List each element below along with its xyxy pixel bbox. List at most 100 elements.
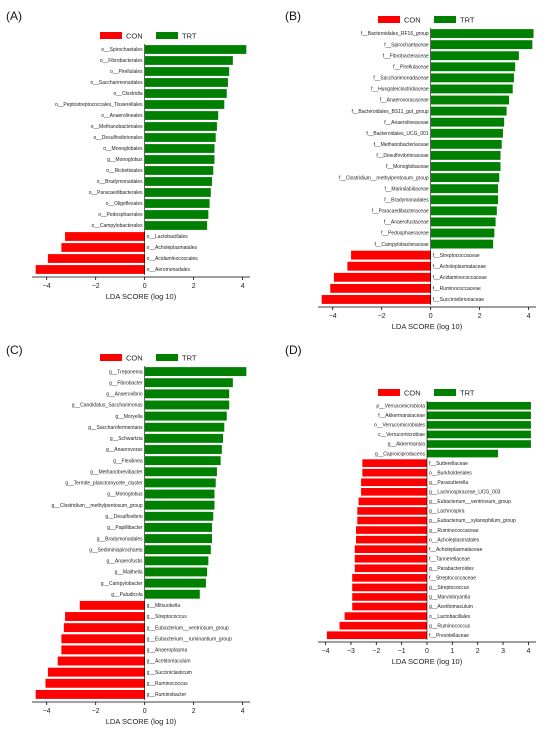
bar xyxy=(35,265,145,274)
bar xyxy=(358,497,427,506)
bar-label: g__Ruminobacter xyxy=(147,692,187,698)
x-tick-label: 4 xyxy=(241,708,245,715)
bar xyxy=(356,535,427,544)
bar xyxy=(352,602,427,611)
bar xyxy=(144,45,247,54)
bar-label: o__Pirellulales xyxy=(110,69,143,75)
bar xyxy=(321,295,431,304)
bar xyxy=(347,261,431,271)
x-tick-label: −4 xyxy=(329,313,337,320)
bar xyxy=(430,73,514,83)
bar xyxy=(57,656,145,666)
bar xyxy=(144,155,215,164)
bar xyxy=(144,89,227,98)
bar xyxy=(61,645,145,655)
bar xyxy=(430,173,500,183)
bar-label: f__Marinilabiliaceae xyxy=(384,186,428,192)
bar xyxy=(427,411,531,420)
bar xyxy=(65,232,145,241)
bar-label: g__Ruminococcaceae xyxy=(429,528,479,534)
bar xyxy=(356,526,427,534)
legend-label-con: CON xyxy=(126,354,143,363)
bar-label: f__Streptococcaceae xyxy=(429,576,476,582)
panel-letter: (B) xyxy=(285,9,301,23)
bar-label: p__Verrucomicrobiota xyxy=(376,403,425,409)
bar xyxy=(144,188,211,197)
x-tick-label: 4 xyxy=(527,313,531,320)
bar xyxy=(144,389,230,399)
bar-label: o__Bradymonadales xyxy=(97,179,143,185)
bar xyxy=(352,593,427,601)
bar xyxy=(144,422,225,432)
bar-label: g__Parabacteroides xyxy=(429,566,474,572)
bar xyxy=(144,199,210,208)
bar-label: g__Mailhella xyxy=(115,570,143,576)
x-tick-label: −2 xyxy=(92,283,100,290)
bar xyxy=(430,95,510,105)
bar-label: f__Acidaminococcaceae xyxy=(433,275,487,281)
bar-label: g__Anaeroplasma xyxy=(147,648,188,654)
bar-label: o__Acidaminococcales xyxy=(147,256,199,262)
bar xyxy=(144,56,233,65)
bar-label: g__Anaerofustis xyxy=(107,559,144,565)
x-tick-label: 0 xyxy=(429,313,433,320)
bar-label: f__Desulfovibrionaceae xyxy=(376,153,428,159)
bar-label: o__Desulfovibrionales xyxy=(93,135,143,141)
x-tick-label: −4 xyxy=(43,283,51,290)
bar-label: o__Verrucomicrobiales xyxy=(374,423,425,429)
bar-label: g__Fibrobacter xyxy=(109,380,143,386)
x-tick-label: −4 xyxy=(322,648,330,655)
bar-label: f__Prevotellaceae xyxy=(429,633,469,639)
bar-label: g__Parasutterella xyxy=(429,480,468,486)
panel-letter: (A) xyxy=(6,9,22,23)
bar-label: o__Saccharimonadales xyxy=(90,80,143,86)
bar-label: g__Streptococcus xyxy=(147,614,188,620)
bar-label: f__Anaerolineaceae xyxy=(384,120,429,126)
x-tick-label: 2 xyxy=(478,313,482,320)
bar xyxy=(430,40,533,50)
bar-label: f__Acholeplasmataceae xyxy=(433,264,487,270)
bar xyxy=(35,689,145,699)
bar xyxy=(430,106,507,116)
legend-label-con: CON xyxy=(126,32,143,41)
bar xyxy=(63,623,145,633)
bar xyxy=(79,600,145,610)
bar xyxy=(144,100,225,109)
legend: CON TRT xyxy=(100,354,197,363)
bar-label: g__Ruminococcus xyxy=(147,681,189,687)
bar xyxy=(430,239,494,249)
legend-swatch-trt xyxy=(156,32,178,39)
bar-label: g__Eubacterium__ruminantium_group xyxy=(147,636,232,642)
bar-label: f__Saccharimonadaceae xyxy=(373,76,429,82)
bar xyxy=(430,29,534,38)
bar xyxy=(144,500,215,510)
bar xyxy=(430,162,501,171)
bar xyxy=(344,612,427,620)
x-tick-label: 1 xyxy=(450,648,454,655)
legend-label-trt: TRT xyxy=(182,354,197,363)
panel-2: (B) CON TRT f__Bacteroidales_RF16_group f__S… xyxy=(285,9,536,331)
bar-label: g__Monoglobus xyxy=(107,492,143,498)
bar-label: g__Lachnospiraceae_UCG_003 xyxy=(429,490,501,496)
bar xyxy=(427,440,531,448)
bar-label: g__Schwartzia xyxy=(110,436,143,442)
x-axis-title: LDA SCORE (log 10) xyxy=(106,717,177,726)
legend-swatch-con xyxy=(378,389,400,396)
bar-label: f__Ruminococcaceae xyxy=(433,286,481,292)
bar-label: g__Saccharofermentans xyxy=(88,425,143,431)
bar xyxy=(144,378,233,388)
bar xyxy=(144,567,208,577)
bar xyxy=(144,411,227,421)
bar-label: g__Eubacterium__xylanophilum_group xyxy=(429,518,516,524)
bar xyxy=(427,421,531,429)
bar xyxy=(144,177,213,186)
bar-label: o__Spirochaetales xyxy=(101,47,143,53)
legend: CON TRT xyxy=(100,32,197,41)
bar-label: o__Burkholderiales xyxy=(429,470,472,476)
bar-label: o__Fibrobacterales xyxy=(100,58,143,64)
bar xyxy=(430,150,501,160)
bar-label: g__Acetitomaculum xyxy=(147,659,191,665)
bar-label: o__Lactobacillales xyxy=(147,234,189,240)
bar-label: f__Anaerofustaceae xyxy=(384,220,429,226)
x-tick-label: 2 xyxy=(476,648,480,655)
